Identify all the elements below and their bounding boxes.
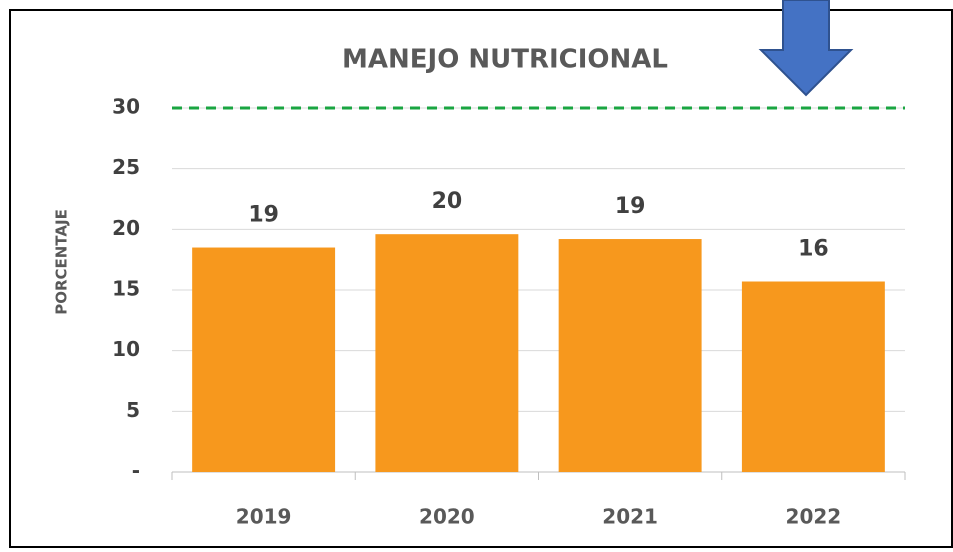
bar <box>741 281 885 472</box>
y-tick-label: - <box>132 459 140 483</box>
bar <box>558 239 702 472</box>
y-axis-label: PORCENTAJE <box>53 209 71 315</box>
data-label: 16 <box>798 237 829 262</box>
y-tick-label: 30 <box>112 95 140 119</box>
x-tick-label: 2020 <box>419 505 475 529</box>
y-tick-label: 15 <box>112 277 140 301</box>
x-tick-label: 2019 <box>236 505 292 529</box>
x-tick-label: 2021 <box>602 505 658 529</box>
data-label: 19 <box>248 203 279 228</box>
data-label: 19 <box>615 194 646 219</box>
bar <box>192 247 336 472</box>
y-tick-label: 25 <box>112 155 140 179</box>
data-label: 20 <box>432 189 463 214</box>
y-tick-label: 20 <box>112 216 140 240</box>
bar <box>375 234 519 472</box>
arrow-icon <box>758 0 854 97</box>
chart-title: MANEJO NUTRICIONAL <box>342 45 668 75</box>
y-tick-label: 10 <box>112 337 140 361</box>
x-tick-label: 2022 <box>786 505 842 529</box>
y-tick-label: 5 <box>126 398 140 422</box>
